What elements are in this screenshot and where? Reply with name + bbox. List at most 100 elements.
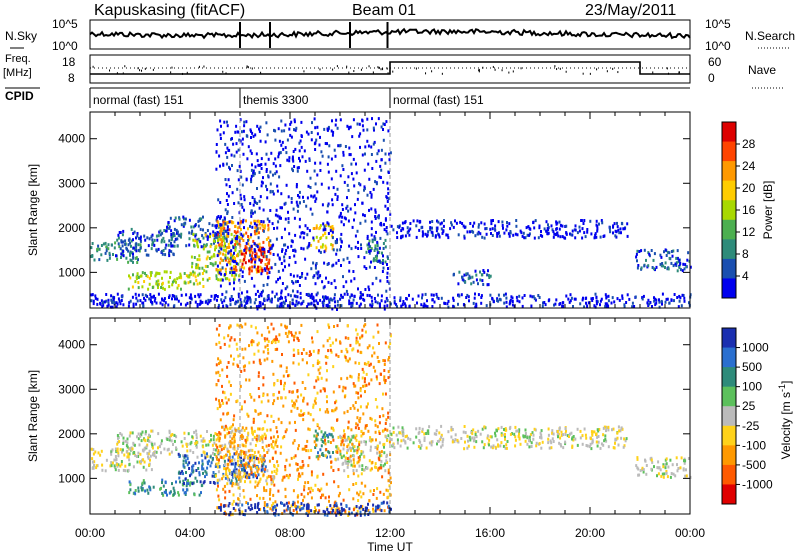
range-gate-cell	[195, 263, 198, 267]
range-gate-cell	[490, 222, 493, 226]
range-gate-cell	[583, 231, 586, 235]
range-gate-cell	[331, 341, 334, 345]
range-gate-cell	[149, 298, 152, 302]
range-gate-cell	[508, 222, 511, 226]
range-gate-cell	[352, 347, 355, 351]
range-gate-cell	[107, 247, 110, 251]
range-gate-cell	[147, 287, 150, 291]
range-gate-cell	[231, 273, 234, 277]
range-gate-cell	[229, 435, 232, 439]
range-gate-cell	[380, 148, 383, 152]
range-gate-cell	[320, 487, 323, 491]
range-gate-cell	[183, 491, 186, 495]
range-gate-cell	[281, 353, 283, 356]
range-gate-cell	[333, 325, 335, 328]
range-gate-cell	[307, 244, 310, 248]
range-gate-cell	[327, 202, 330, 206]
range-gate-cell	[222, 131, 225, 135]
range-gate-cell	[222, 239, 225, 243]
range-gate-cell	[343, 216, 346, 220]
range-gate-cell	[206, 229, 209, 232]
range-gate-cell	[207, 462, 209, 466]
range-gate-cell	[678, 258, 681, 262]
range-gate-cell	[279, 276, 281, 280]
range-gate-cell	[376, 377, 378, 381]
range-gate-cell	[279, 151, 282, 155]
range-gate-cell	[553, 232, 556, 236]
range-gate-cell	[389, 212, 392, 216]
range-gate-cell	[266, 265, 269, 269]
range-gate-cell	[258, 395, 261, 399]
range-gate-cell	[271, 470, 273, 474]
range-gate-cell	[336, 418, 338, 422]
range-gate-cell	[236, 459, 239, 463]
range-gate-cell	[288, 373, 291, 377]
range-gate-cell	[263, 337, 266, 341]
range-gate-cell	[155, 301, 158, 305]
range-gate-cell	[299, 159, 301, 163]
range-gate-cell	[324, 431, 327, 435]
range-gate-cell	[162, 249, 165, 252]
range-gate-cell	[313, 440, 316, 444]
range-gate-cell	[291, 302, 294, 305]
range-gate-cell	[153, 442, 156, 446]
range-gate-cell	[278, 256, 281, 260]
range-gate-cell	[335, 399, 338, 403]
range-gate-cell	[258, 220, 261, 224]
range-gate-cell	[420, 226, 423, 230]
range-gate-cell	[315, 443, 317, 447]
range-gate-cell	[360, 247, 363, 250]
range-gate-cell	[156, 238, 159, 242]
range-gate-cell	[262, 176, 264, 180]
range-gate-cell	[298, 195, 301, 199]
range-gate-cell	[198, 461, 200, 465]
range-gate-cell	[655, 298, 658, 302]
range-gate-cell	[326, 400, 328, 404]
range-gate-cell	[363, 440, 366, 444]
range-gate-cell	[620, 231, 622, 235]
range-gate-cell	[319, 161, 322, 165]
range-gate-cell	[333, 296, 336, 300]
range-gate-cell	[206, 454, 209, 458]
range-gate-cell	[254, 292, 257, 296]
range-gate-cell	[325, 276, 327, 280]
range-gate-cell	[437, 297, 440, 300]
range-gate-cell	[236, 428, 239, 432]
range-gate-cell	[346, 124, 349, 128]
range-gate-cell	[242, 233, 245, 237]
range-gate-cell	[137, 432, 140, 436]
range-gate-cell	[259, 265, 262, 269]
range-gate-cell	[211, 262, 214, 266]
range-gate-cell	[240, 428, 243, 432]
range-gate-cell	[504, 446, 507, 450]
range-gate-cell	[532, 220, 535, 224]
range-gate-cell	[288, 156, 291, 160]
range-gate-cell	[365, 405, 368, 409]
range-gate-cell	[427, 230, 430, 234]
range-gate-cell	[324, 410, 327, 414]
range-gate-cell	[226, 120, 228, 124]
range-gate-cell	[635, 252, 638, 256]
range-gate-cell	[374, 465, 376, 469]
range-gate-cell	[423, 432, 426, 436]
range-gate-cell	[253, 456, 256, 460]
range-gate-cell	[666, 475, 669, 479]
range-gate-cell	[168, 226, 171, 230]
range-gate-cell	[129, 431, 132, 435]
range-gate-cell	[147, 439, 150, 442]
range-gate-cell	[530, 304, 533, 308]
range-gate-cell	[613, 446, 616, 450]
range-gate-cell	[280, 119, 283, 123]
range-gate-cell	[385, 435, 388, 439]
range-gate-cell	[233, 447, 236, 451]
range-gate-cell	[90, 447, 93, 451]
range-gate-cell	[277, 155, 280, 159]
range-gate-cell	[346, 204, 349, 208]
range-gate-cell	[666, 267, 669, 271]
range-gate-cell	[479, 270, 481, 274]
range-gate-cell	[188, 243, 191, 247]
range-gate-cell	[509, 300, 512, 304]
range-gate-cell	[528, 435, 531, 439]
range-gate-cell	[399, 296, 402, 300]
range-gate-cell	[90, 255, 93, 258]
